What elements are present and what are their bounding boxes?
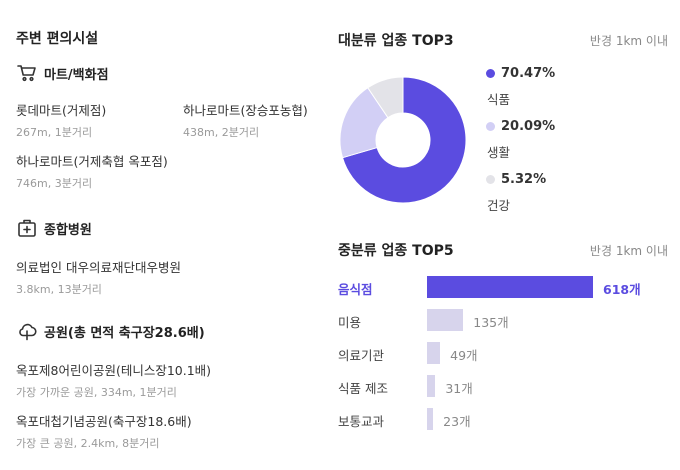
place-name: 하나로마트(거제축협 옥포점) — [16, 154, 168, 169]
bar-row: 보통교과 23개 — [338, 407, 668, 431]
bar-value: 618개 — [603, 282, 641, 297]
place-meta: 3.8km, 13분거리 — [16, 283, 102, 296]
place-meta: 가장 가까운 공원, 334m, 1분거리 — [16, 386, 177, 399]
bar-row: 식품 제조 31개 — [338, 374, 668, 398]
place-meta: 267m, 1분거리 — [16, 126, 93, 139]
place-item[interactable]: 롯데마트(거제점) 267m, 1분거리 — [16, 100, 106, 140]
place-name: 의료법인 대우의료재단대우병원 — [16, 260, 181, 275]
legend-label: 건강 — [487, 198, 511, 213]
legend-item-0: 70.47% 식품 — [486, 66, 555, 108]
category-mart: 마트/백화점 — [16, 62, 109, 84]
radius-note: 반경 1km 이내 — [589, 34, 668, 48]
top3-title: 대분류 업종 TOP3 — [338, 33, 454, 49]
hospital-icon — [16, 217, 38, 239]
bar-value: 49개 — [450, 348, 478, 363]
category-park: 공원(총 면적 축구장28.6배) — [16, 320, 205, 342]
bar — [427, 342, 441, 364]
bar — [427, 309, 464, 331]
place-name: 롯데마트(거제점) — [16, 103, 107, 118]
legend-label: 식품 — [487, 92, 511, 107]
place-meta: 가장 큰 공원, 2.4km, 8분거리 — [16, 437, 160, 450]
legend-dot — [486, 175, 495, 184]
donut-chart — [339, 76, 467, 204]
radius-note: 반경 1km 이내 — [589, 244, 668, 258]
bar-label: 의료기관 — [338, 348, 385, 363]
legend-item-1: 20.09% 생활 — [486, 119, 555, 161]
place-name: 옥포대첩기념공원(축구장18.6배) — [16, 414, 192, 429]
donut-slice-건강 — [367, 76, 404, 119]
legend-item-2: 5.32% 건강 — [486, 172, 546, 214]
cart-icon — [16, 62, 38, 84]
bar — [427, 276, 593, 298]
legend-percent: 20.09% — [501, 119, 556, 134]
category-label: 종합병원 — [44, 222, 92, 238]
donut-slice-식품 — [341, 76, 467, 204]
legend-dot — [486, 122, 495, 131]
place-item[interactable]: 옥포제8어린이공원(테니스장10.1배) 가장 가까운 공원, 334m, 1분… — [16, 360, 211, 400]
bar-label: 음식점 — [338, 282, 373, 297]
donut-slice-생활 — [339, 87, 389, 159]
top5-title: 중분류 업종 TOP5 — [338, 243, 454, 259]
legend-label: 생활 — [487, 145, 511, 160]
tree-icon — [16, 320, 38, 342]
bar-row: 미용 135개 — [338, 308, 668, 332]
bar-label: 보통교과 — [338, 414, 385, 429]
bar-value: 135개 — [473, 315, 509, 330]
place-item[interactable]: 옥포대첩기념공원(축구장18.6배) 가장 큰 공원, 2.4km, 8분거리 — [16, 411, 192, 451]
category-label: 마트/백화점 — [44, 67, 109, 83]
bar-row: 의료기관 49개 — [338, 341, 668, 365]
place-name: 옥포제8어린이공원(테니스장10.1배) — [16, 363, 212, 378]
category-hospital: 종합병원 — [16, 217, 92, 239]
bar-value: 23개 — [443, 414, 471, 429]
bar-value: 31개 — [445, 381, 473, 396]
amenities-title: 주변 편의시설 — [16, 31, 99, 47]
place-item[interactable]: 하나로마트(장승포농협) 438m, 2분거리 — [183, 100, 308, 140]
legend-percent: 5.32% — [501, 172, 547, 187]
place-meta: 746m, 3분거리 — [16, 177, 93, 190]
bar-label: 식품 제조 — [338, 381, 388, 396]
legend-percent: 70.47% — [501, 66, 556, 81]
place-item[interactable]: 의료법인 대우의료재단대우병원 3.8km, 13분거리 — [16, 257, 181, 297]
place-meta: 438m, 2분거리 — [183, 126, 260, 139]
business-panel: 대분류 업종 TOP3 반경 1km 이내 70.47% 식품 20.09% 생… — [338, 0, 668, 470]
legend-dot — [486, 69, 495, 78]
bar-label: 미용 — [338, 315, 362, 330]
place-item[interactable]: 하나로마트(거제축협 옥포점) 746m, 3분거리 — [16, 151, 168, 191]
bar — [427, 408, 434, 430]
bar — [427, 375, 436, 397]
place-name: 하나로마트(장승포농협) — [183, 103, 308, 118]
amenities-panel: 주변 편의시설 마트/백화점 롯데마트(거제점) 267m, 1분거리 하나로마… — [16, 0, 326, 470]
bar-row: 음식점 618개 — [338, 275, 668, 299]
category-label: 공원(총 면적 축구장28.6배) — [44, 325, 205, 341]
